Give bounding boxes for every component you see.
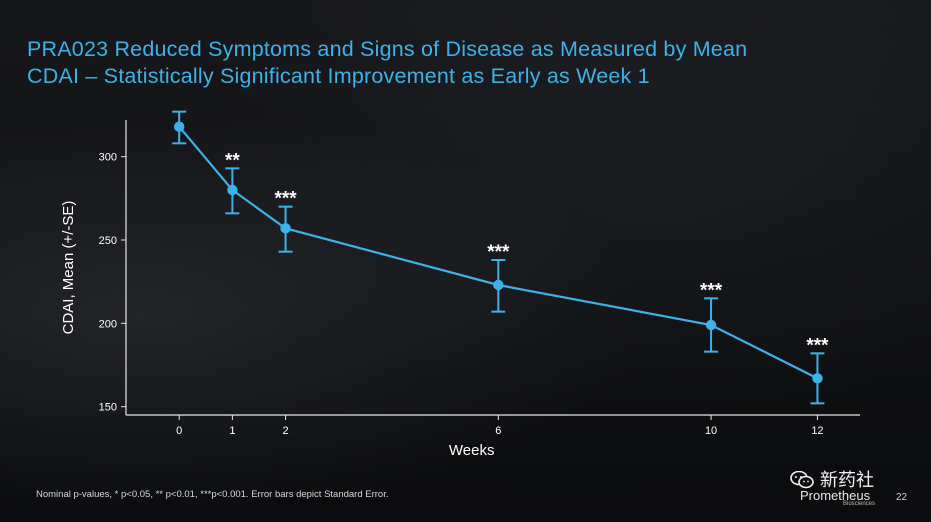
x-tick-label: 1 bbox=[229, 425, 235, 437]
watermark: 新药社 bbox=[790, 466, 874, 492]
slide-title: PRA023 Reduced Symptoms and Signs of Dis… bbox=[27, 36, 907, 90]
x-tick-label: 2 bbox=[283, 425, 289, 437]
brand-name: Prometheus bbox=[800, 488, 871, 503]
x-tick-label: 12 bbox=[811, 425, 823, 437]
brand-logo: Prometheus Biosciences bbox=[800, 488, 875, 507]
data-point bbox=[493, 279, 504, 291]
page-number: 22 bbox=[896, 492, 908, 503]
footnote: Nominal p-values, * p<0.05, ** p<0.01, *… bbox=[36, 489, 389, 500]
x-tick-label: 6 bbox=[495, 425, 501, 437]
data-point bbox=[705, 319, 717, 331]
data-point bbox=[173, 121, 185, 132]
significance-label: *** bbox=[700, 280, 723, 301]
x-axis-label: Weeks bbox=[449, 442, 495, 459]
data-point bbox=[227, 184, 238, 196]
title-line-1: PRA023 Reduced Symptoms and Signs of Dis… bbox=[27, 37, 748, 61]
y-axis-label: CDAI, Mean (+/-SE) bbox=[60, 201, 77, 335]
y-tick-label: 250 bbox=[99, 235, 117, 247]
wechat-icon bbox=[790, 471, 814, 489]
significance-label: ** bbox=[225, 150, 240, 171]
brand-sub: Biosciences bbox=[843, 501, 876, 507]
chart-marks: ************** bbox=[172, 110, 829, 405]
y-tick-label: 200 bbox=[99, 318, 117, 330]
data-point bbox=[812, 373, 823, 384]
watermark-text: 新药社 bbox=[820, 470, 874, 490]
x-tick-label: 0 bbox=[176, 425, 182, 437]
significance-label: *** bbox=[487, 242, 510, 263]
significance-label: *** bbox=[274, 189, 297, 210]
y-tick-label: 300 bbox=[99, 152, 117, 164]
x-tick-label: 10 bbox=[705, 425, 717, 437]
y-tick-label: 150 bbox=[99, 402, 117, 414]
series-line bbox=[178, 125, 818, 380]
title-line-2: CDAI – Statistically Significant Improve… bbox=[27, 64, 650, 88]
data-point bbox=[280, 223, 291, 234]
significance-label: *** bbox=[806, 335, 829, 356]
